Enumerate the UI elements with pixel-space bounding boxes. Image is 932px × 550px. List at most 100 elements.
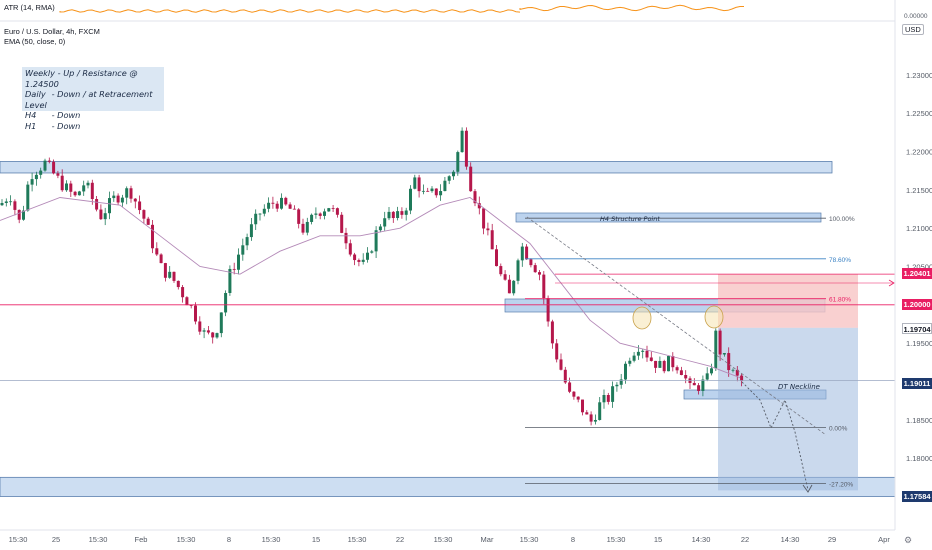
candle-body xyxy=(464,130,468,167)
candle-body xyxy=(176,280,180,288)
note-weekly: Weekly - Up / Resistance @ 1.24500 xyxy=(25,68,138,89)
symbol-title: Euro / U.S. Dollar, 4h, FXCM xyxy=(4,27,100,36)
x-tick-label: 15:30 xyxy=(434,535,453,544)
candle-body xyxy=(692,382,696,386)
candle-body xyxy=(262,208,266,214)
candle-body xyxy=(280,197,283,209)
candle-body xyxy=(90,182,94,200)
candle-body xyxy=(710,368,713,374)
candle-body xyxy=(108,198,111,214)
candle-body xyxy=(297,209,301,224)
candle-body xyxy=(714,330,718,369)
candle-body xyxy=(555,343,559,360)
candle-body xyxy=(142,210,146,219)
candle-body xyxy=(103,213,107,220)
candle-body xyxy=(705,373,709,380)
candle-body xyxy=(636,351,640,356)
candle-body xyxy=(60,175,64,191)
candle-body xyxy=(675,367,679,371)
candle-body xyxy=(430,188,434,192)
x-tick-label: 29 xyxy=(828,535,836,544)
candle-body xyxy=(456,152,460,172)
candle-body xyxy=(387,211,391,219)
candle-body xyxy=(400,211,404,215)
candle-body xyxy=(211,332,215,338)
x-tick-label: 15:30 xyxy=(9,535,28,544)
currency-badge[interactable]: USD xyxy=(902,24,924,35)
candle-body xyxy=(486,228,490,231)
candle-body xyxy=(241,245,245,255)
candle-body xyxy=(17,209,21,220)
candle-body xyxy=(258,213,262,215)
projection-path xyxy=(741,381,809,491)
x-tick-label: Apr xyxy=(878,535,890,544)
y-tick-label: 1.21000 xyxy=(906,224,932,233)
projection-arrow xyxy=(802,484,813,493)
candle-body xyxy=(219,312,223,334)
candle-body xyxy=(0,202,4,206)
candle-body xyxy=(340,214,344,233)
candle-body xyxy=(598,402,602,420)
fib-label-618: 61.80% xyxy=(829,297,851,304)
candle-body xyxy=(533,265,537,273)
x-tick-label: 22 xyxy=(741,535,749,544)
candle-body xyxy=(224,292,228,313)
candle-body xyxy=(331,208,335,209)
y-tick-label: 1.23000 xyxy=(906,71,932,80)
candle-body xyxy=(232,268,236,270)
candle-body xyxy=(624,363,627,380)
candle-body xyxy=(39,170,43,175)
neckline-label: DT Neckline xyxy=(778,383,820,391)
candle-body xyxy=(129,188,133,199)
candle-body xyxy=(344,232,348,244)
candle-body xyxy=(73,191,77,196)
candle-body xyxy=(267,202,271,209)
candle-body xyxy=(538,272,541,275)
candle-body xyxy=(559,359,563,370)
x-tick-label: 14:30 xyxy=(781,535,800,544)
candle-body xyxy=(69,183,73,192)
candle-body xyxy=(654,360,658,368)
candle-body xyxy=(30,179,34,185)
candle-body xyxy=(95,199,99,210)
trend-line xyxy=(526,216,827,436)
candle-body xyxy=(146,218,150,225)
zone-resistance xyxy=(0,161,833,174)
candle-body xyxy=(421,190,425,192)
y-tick-label: 1.21500 xyxy=(906,186,932,195)
candle-body xyxy=(361,259,365,262)
candle-body xyxy=(366,252,369,260)
candle-body xyxy=(116,195,120,203)
x-tick-label: 25 xyxy=(52,535,60,544)
x-tick-label: 15:30 xyxy=(89,535,108,544)
y-tick-label: 1.18500 xyxy=(906,416,932,425)
candle-body xyxy=(645,350,649,358)
candle-body xyxy=(482,208,486,229)
x-tick-label: 14:30 xyxy=(692,535,711,544)
candle-body xyxy=(718,330,722,355)
candle-body xyxy=(546,298,550,322)
price-tag-4: 1.19011 xyxy=(902,378,932,389)
candle-body xyxy=(271,202,275,204)
candle-body xyxy=(112,195,116,199)
candle-body xyxy=(189,305,193,306)
candle-body xyxy=(516,260,520,281)
settings-gear-icon[interactable]: ⚙ xyxy=(904,535,913,545)
candle-body xyxy=(417,177,421,192)
candle-body xyxy=(198,321,202,332)
candle-body xyxy=(409,188,412,211)
atr-indicator-label[interactable]: ATR (14, RMA) xyxy=(4,3,55,12)
stop-arrow-head xyxy=(888,279,895,287)
candle-body xyxy=(576,396,580,400)
candle-body xyxy=(426,190,430,192)
candle-body xyxy=(615,384,619,387)
candle-body xyxy=(99,209,103,220)
candle-body xyxy=(52,161,56,174)
candle-body xyxy=(228,268,232,293)
time-axis[interactable]: 15:30 25 15:30 Feb 15:30 8 15:30 15 15:30 22 15:30… xyxy=(0,529,895,544)
candle-body xyxy=(275,203,279,209)
ema-indicator-label[interactable]: EMA (50, close, 0) xyxy=(4,37,66,46)
candle-body xyxy=(671,356,675,368)
y-tick-label: 1.20500 xyxy=(906,263,932,272)
candle-body xyxy=(9,201,13,203)
